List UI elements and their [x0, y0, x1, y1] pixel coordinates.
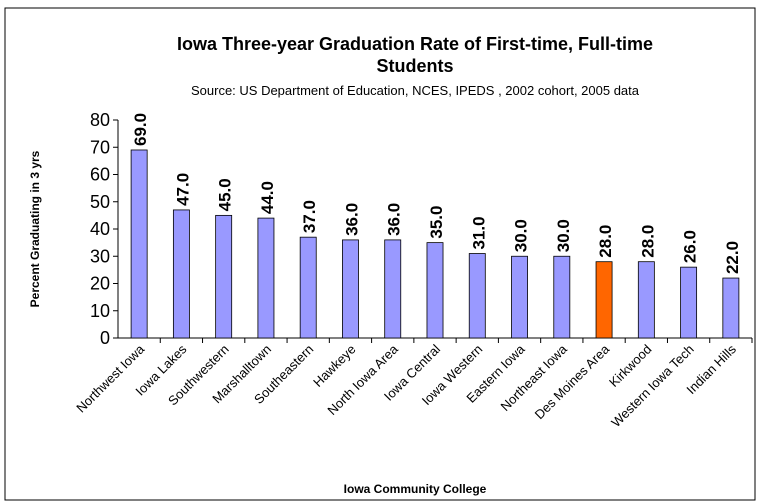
value-label: 30.0 [512, 219, 531, 252]
y-tick-label: 10 [90, 301, 110, 321]
value-label: 37.0 [300, 200, 319, 233]
bar [595, 261, 613, 339]
bar [468, 253, 486, 339]
bar [722, 277, 740, 339]
value-label: 28.0 [638, 225, 657, 258]
bar [299, 236, 317, 339]
chart-title: Iowa Three-year Graduation Rate of First… [177, 34, 653, 76]
y-tick-label: 70 [90, 137, 110, 157]
y-tick-label: 40 [90, 219, 110, 239]
bar [426, 242, 444, 339]
y-tick-label: 0 [100, 328, 110, 348]
bar [215, 214, 233, 339]
value-label: 36.0 [342, 203, 361, 236]
bar [680, 266, 698, 339]
bar [342, 239, 359, 339]
value-label: 35.0 [427, 206, 446, 239]
y-tick-label: 30 [90, 246, 110, 266]
value-label: 30.0 [554, 219, 573, 252]
y-tick-label: 20 [90, 274, 110, 294]
chart-frame [4, 7, 756, 501]
value-label: 22.0 [723, 241, 742, 274]
value-label: 69.0 [131, 113, 150, 146]
bar [384, 239, 402, 339]
x-axis-label: Iowa Community College [344, 482, 487, 496]
bar [553, 255, 571, 339]
y-axis-label: Percent Graduating in 3 yrs [28, 150, 42, 307]
bar [172, 209, 190, 339]
value-label: 31.0 [469, 216, 488, 249]
bar [130, 149, 148, 339]
bar [511, 255, 528, 339]
bar [257, 217, 275, 339]
value-label: 36.0 [385, 203, 404, 236]
value-label: 47.0 [173, 173, 192, 206]
value-label: 45.0 [216, 178, 235, 211]
chart-subtitle: Source: US Department of Education, NCES… [191, 83, 640, 98]
bar [637, 261, 655, 339]
y-tick-label: 50 [90, 192, 110, 212]
value-label: 44.0 [258, 181, 277, 214]
y-tick-label: 80 [90, 110, 110, 130]
y-tick-label: 60 [90, 165, 110, 185]
value-label: 26.0 [681, 230, 700, 263]
value-label: 28.0 [596, 225, 615, 258]
